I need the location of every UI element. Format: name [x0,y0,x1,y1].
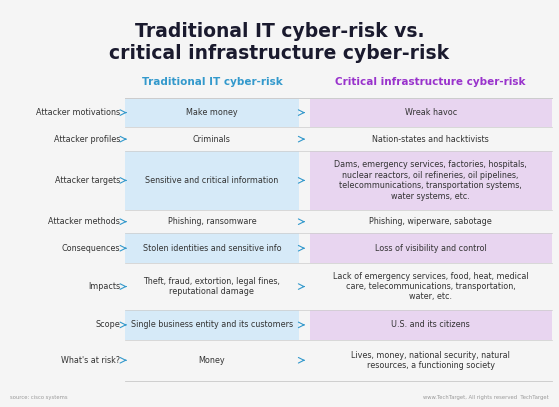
Text: www.TechTarget, All rights reserved  TechTarget: www.TechTarget, All rights reserved Tech… [423,395,549,400]
Text: Phishing, wiperware, sabotage: Phishing, wiperware, sabotage [369,217,492,226]
Text: Scope: Scope [96,320,120,329]
Text: Critical infrastructure cyber-risk: Critical infrastructure cyber-risk [335,77,526,87]
Text: Lives, money, national security, natural
resources, a functioning society: Lives, money, national security, natural… [351,350,510,370]
Bar [310,310,552,339]
Bar [310,98,552,127]
Text: Money: Money [198,356,225,365]
Text: Theft, fraud, extortion, legal fines,
reputational damage: Theft, fraud, extortion, legal fines, re… [144,277,281,296]
Text: Loss of visibility and control: Loss of visibility and control [375,244,486,253]
Bar [125,151,299,210]
Text: Lack of emergency services, food, heat, medical
care, telecommunications, transp: Lack of emergency services, food, heat, … [333,271,528,302]
Text: Dams, emergency services, factories, hospitals,
nuclear reactors, oil refineries: Dams, emergency services, factories, hos… [334,160,527,201]
Bar [310,234,552,263]
Text: Attacker methods: Attacker methods [49,217,120,226]
Text: Attacker motivations: Attacker motivations [36,108,120,117]
Text: Sensitive and critical information: Sensitive and critical information [145,176,278,185]
Text: Make money: Make money [186,108,238,117]
Text: Traditional IT cyber-risk vs.
critical infrastructure cyber-risk: Traditional IT cyber-risk vs. critical i… [109,22,449,63]
Text: source: cisco systems: source: cisco systems [10,395,67,400]
Bar [125,310,299,339]
Text: Attacker targets: Attacker targets [55,176,120,185]
Text: What's at risk?: What's at risk? [61,356,120,365]
Text: Nation-states and hacktivists: Nation-states and hacktivists [372,135,489,144]
Text: Stolen identities and sensitive info: Stolen identities and sensitive info [143,244,281,253]
Text: Phishing, ransomware: Phishing, ransomware [168,217,256,226]
Text: Impacts: Impacts [88,282,120,291]
Text: U.S. and its citizens: U.S. and its citizens [391,320,470,329]
Text: Traditional IT cyber-risk: Traditional IT cyber-risk [141,77,282,87]
Text: Criminals: Criminals [193,135,231,144]
Bar [125,234,299,263]
Bar [310,151,552,210]
Text: Single business entity and its customers: Single business entity and its customers [131,320,293,329]
Text: Consequences: Consequences [62,244,120,253]
Text: Wreak havoc: Wreak havoc [405,108,457,117]
Text: Attacker profiles: Attacker profiles [54,135,120,144]
Bar [125,98,299,127]
